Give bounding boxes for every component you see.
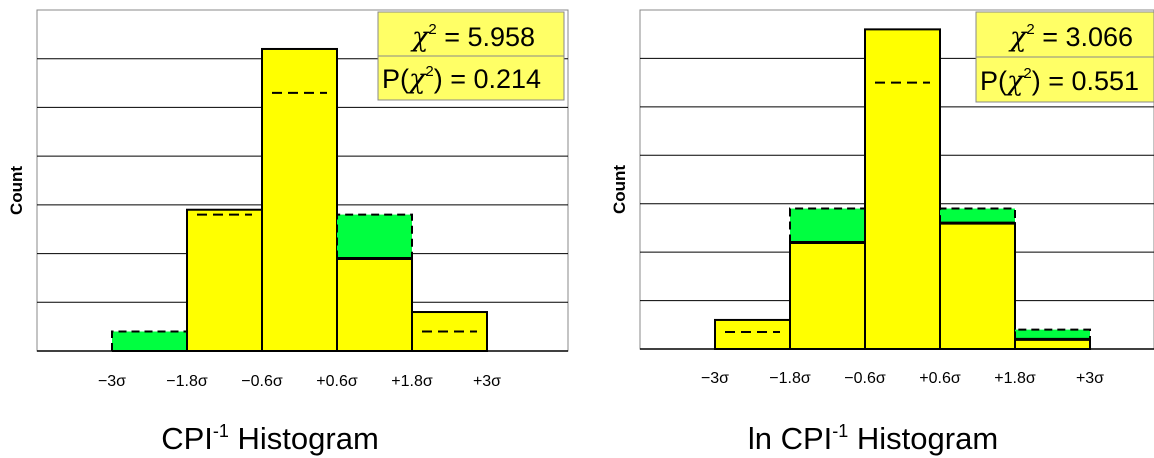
observed-bar — [714, 318, 791, 351]
chi-symbol: χ — [1005, 66, 1025, 97]
chi-superscript: 2 — [1023, 65, 1031, 82]
p-value: P(χ2) = 0.551 — [980, 65, 1139, 97]
observed-bar — [261, 47, 338, 352]
chi-symbol: χ — [1008, 22, 1028, 53]
x-tick-label: +1.8σ — [391, 373, 433, 390]
expected-outline — [1014, 328, 1091, 340]
x-tick-label: −0.6σ — [241, 373, 283, 390]
x-tick-label: +3σ — [473, 373, 501, 390]
x-tick-label: +0.6σ — [919, 370, 961, 387]
p-label: P( — [980, 66, 1007, 96]
p-value: P(χ2) = 0.214 — [382, 63, 541, 95]
expected-outline — [939, 207, 1016, 224]
expected-excess-bar — [112, 331, 187, 351]
chi2-number: = 3.066 — [1035, 22, 1133, 52]
x-tick-label: +3σ — [1076, 370, 1104, 387]
p-number: ) = 0.214 — [434, 64, 541, 94]
x-tick-label: −1.8σ — [166, 373, 208, 390]
expected-excess-bar — [790, 208, 865, 243]
x-tick-label: +1.8σ — [994, 370, 1036, 387]
y-axis-label: Count — [7, 166, 26, 215]
chi-superscript: 2 — [425, 63, 433, 80]
expected-outline — [336, 213, 413, 259]
chi2-value: χ2 = 3.066 — [1008, 21, 1133, 53]
chart-title-rest: Histogram — [229, 421, 379, 456]
chi-symbol: χ — [407, 64, 427, 95]
chart-title-sup: -1 — [213, 421, 229, 441]
observed-bar — [789, 241, 866, 350]
chart-title-main: ln CPI — [748, 421, 832, 456]
chi-superscript: 2 — [428, 21, 436, 38]
x-tick-label: −3σ — [701, 370, 729, 387]
chart-title-sup: -1 — [832, 421, 848, 441]
chart-title: CPI-1 Histogram — [161, 421, 379, 456]
expected-excess-bar — [337, 214, 412, 259]
chart-title: ln CPI-1 Histogram — [748, 421, 998, 456]
p-label: P( — [382, 64, 409, 94]
expected-excess-bar — [940, 208, 1015, 224]
x-tick-label: −1.8σ — [769, 370, 811, 387]
chi-superscript: 2 — [1026, 21, 1034, 38]
expected-excess-bar — [1015, 329, 1090, 340]
chi2-number: = 5.958 — [437, 22, 535, 52]
y-axis-label: Count — [610, 165, 629, 214]
p-number: ) = 0.551 — [1032, 66, 1139, 96]
observed-bar — [336, 257, 413, 353]
chart-title-main: CPI — [161, 421, 213, 456]
x-tick-label: −3σ — [98, 373, 126, 390]
expected-outline — [789, 207, 866, 243]
observed-bar — [186, 208, 263, 352]
chi2-value: χ2 = 5.958 — [410, 21, 535, 53]
chart-title-rest: Histogram — [848, 421, 998, 456]
observed-bar — [864, 28, 941, 350]
observed-bar — [939, 222, 1016, 350]
x-tick-label: −0.6σ — [844, 370, 886, 387]
x-tick-label: +0.6σ — [316, 373, 358, 390]
chi-symbol: χ — [410, 22, 430, 53]
